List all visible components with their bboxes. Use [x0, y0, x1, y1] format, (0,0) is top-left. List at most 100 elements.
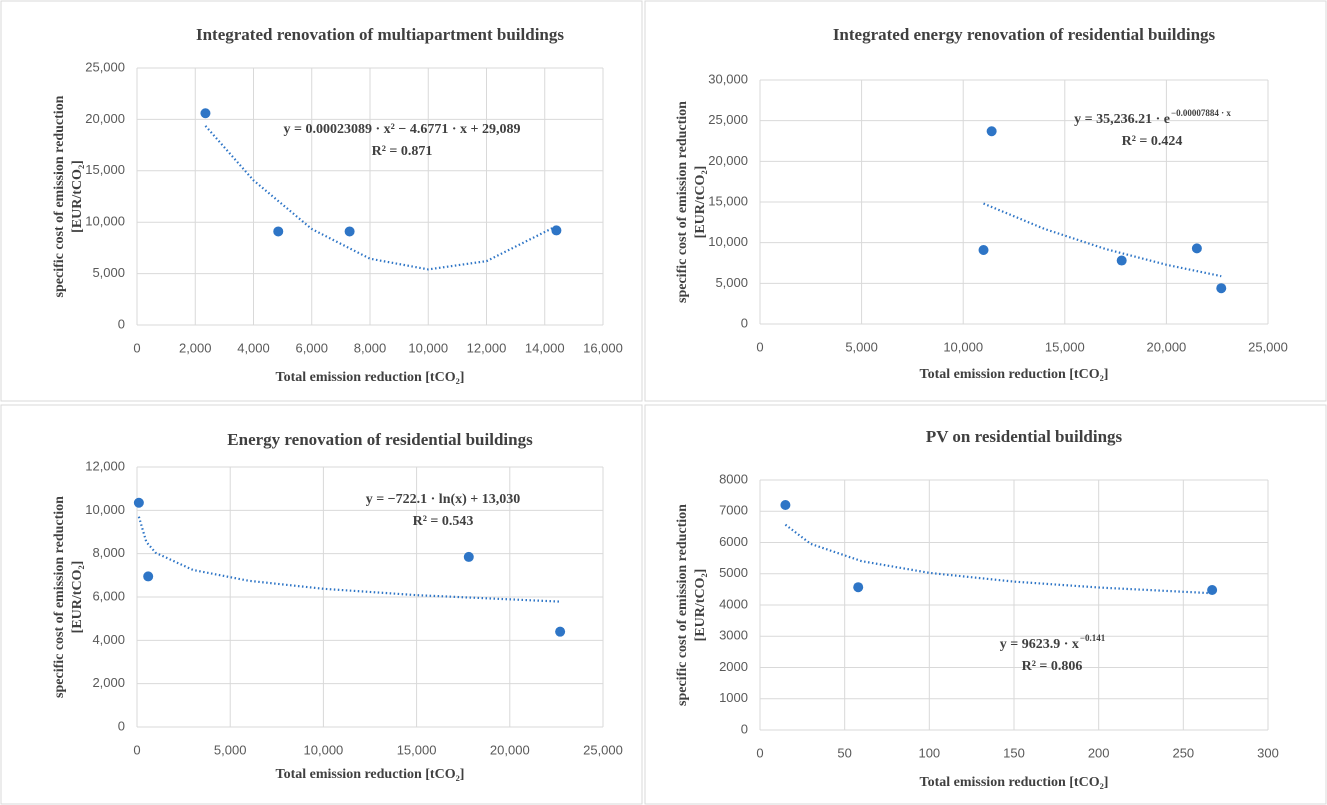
- chart-panel: 0 5,000 10,000 15,000 20,000 25,000 0 2,000 4,00…: [0, 0, 643, 402]
- y-tick-label: 10,000: [85, 214, 125, 229]
- x-tick-label: 6,000: [295, 340, 328, 355]
- y-axis-label: specific cost of emission reduction: [675, 101, 690, 303]
- trend-equation-exponent: −0.00007884 · x: [1171, 108, 1231, 118]
- x-tick-label: 10,000: [408, 340, 448, 355]
- x-tick-label: 100: [918, 745, 940, 760]
- y-tick-label: 5,000: [92, 265, 125, 280]
- y-tick-label: 10,000: [85, 502, 125, 517]
- y-axis-label: specific cost of emission reduction: [52, 95, 67, 297]
- data-point: [463, 551, 474, 562]
- y-tick-label: 0: [118, 718, 125, 733]
- x-tick-label: 2,000: [179, 340, 212, 355]
- data-point: [1191, 243, 1202, 254]
- y-tick-label: 3000: [719, 628, 748, 643]
- y-tick-label: 0: [118, 316, 125, 331]
- r-squared: R² = 0.806: [1022, 659, 1083, 674]
- x-tick-label: 20,000: [1147, 339, 1187, 354]
- x-tick-label: 150: [1003, 745, 1025, 760]
- y-tick-label: 20,000: [85, 111, 125, 126]
- x-tick-label: 25,000: [1248, 339, 1288, 354]
- x-tick-label: 250: [1172, 745, 1194, 760]
- chart-title: Energy renovation of residential buildin…: [227, 430, 533, 449]
- y-tick-label: 15,000: [708, 193, 748, 208]
- y-tick-label: 4000: [719, 596, 748, 611]
- y-tick-label: 30,000: [708, 71, 748, 86]
- chart-title: Integrated renovation of multiapartment …: [196, 25, 564, 44]
- x-tick-label: 12,000: [467, 340, 507, 355]
- chart-title: PV on residential buildings: [926, 427, 1123, 446]
- data-point: [1116, 255, 1127, 266]
- y-axis-label: [EUR/tCO₂]: [693, 569, 708, 642]
- x-tick-label: 4,000: [237, 340, 270, 355]
- trendline: [784, 523, 1213, 595]
- x-tick-label: 8,000: [354, 340, 387, 355]
- y-tick-label: 0: [741, 721, 748, 736]
- data-point: [200, 108, 211, 119]
- y-axis-label: [EUR/tCO₂]: [70, 561, 85, 634]
- y-tick-label: 6000: [719, 534, 748, 549]
- x-tick-label: 0: [133, 340, 140, 355]
- data-point: [344, 226, 355, 237]
- trend-equation-exponent: −0.141: [1080, 633, 1106, 643]
- x-tick-label: 15,000: [1045, 339, 1085, 354]
- y-tick-label: 20,000: [708, 153, 748, 168]
- panel-border: [644, 404, 1327, 805]
- y-tick-label: 5,000: [715, 275, 748, 290]
- y-tick-label: 4,000: [92, 632, 125, 647]
- x-axis-label: Total emission reduction [tCO₂]: [276, 370, 465, 385]
- y-tick-label: 1000: [719, 690, 748, 705]
- panel-border: [0, 404, 643, 805]
- x-axis-label: Total emission reduction [tCO₂]: [920, 775, 1109, 790]
- x-tick-label: 15,000: [397, 742, 437, 757]
- y-tick-label: 2000: [719, 659, 748, 674]
- y-tick-label: 8,000: [92, 545, 125, 560]
- trendline: [204, 125, 557, 271]
- trendline: [137, 516, 561, 603]
- data-point: [133, 497, 144, 508]
- x-tick-label: 5,000: [845, 339, 878, 354]
- panel-border: [0, 0, 643, 402]
- x-tick-label: 14,000: [525, 340, 565, 355]
- trend-equation: y = 35,236.21 · e: [1074, 112, 1170, 127]
- chart-panel: 0 2,000 4,000 6,000 8,000 10,000 12,000 0 5,000 1…: [0, 404, 643, 805]
- x-tick-label: 50: [837, 745, 851, 760]
- r-squared: R² = 0.424: [1122, 134, 1183, 149]
- y-tick-label: 0: [741, 315, 748, 330]
- trend-equation: y = 9623.9 · x: [1000, 637, 1079, 652]
- x-tick-label: 0: [133, 742, 140, 757]
- y-axis-label: [EUR/tCO₂]: [693, 166, 708, 239]
- y-tick-label: 7000: [719, 503, 748, 518]
- x-axis-label: Total emission reduction [tCO₂]: [276, 767, 465, 782]
- x-tick-label: 0: [756, 339, 763, 354]
- y-tick-label: 15,000: [85, 162, 125, 177]
- y-tick-label: 5000: [719, 565, 748, 580]
- x-tick-label: 10,000: [304, 742, 344, 757]
- x-tick-label: 10,000: [943, 339, 983, 354]
- chart-title: Integrated energy renovation of resident…: [833, 25, 1216, 44]
- x-tick-label: 25,000: [583, 742, 623, 757]
- trend-equation: y = −722.1 · ln(x) + 13,030: [366, 492, 521, 507]
- data-point: [978, 244, 989, 255]
- y-tick-label: 10,000: [708, 234, 748, 249]
- y-axis-label: [EUR/tCO₂]: [70, 160, 85, 233]
- x-axis-label: Total emission reduction [tCO₂]: [920, 367, 1109, 382]
- x-tick-label: 200: [1088, 745, 1110, 760]
- y-tick-label: 6,000: [92, 588, 125, 603]
- y-axis-label: specific cost of emission reduction: [52, 496, 67, 698]
- trendline: [983, 202, 1222, 278]
- data-point: [780, 500, 791, 510]
- y-tick-label: 8000: [719, 471, 748, 486]
- y-tick-label: 2,000: [92, 675, 125, 690]
- data-point: [551, 225, 562, 236]
- y-tick-label: 12,000: [85, 458, 125, 473]
- r-squared: R² = 0.871: [372, 144, 433, 159]
- data-point: [853, 582, 864, 593]
- chart-panel: 0 1000 2000 3000 4000 5000 6000 7000 8000 0 50 100 1…: [644, 404, 1327, 805]
- y-tick-label: 25,000: [85, 59, 125, 74]
- data-point: [143, 571, 154, 582]
- x-tick-label: 0: [756, 745, 763, 760]
- y-axis-label: specific cost of emission reduction: [675, 504, 690, 706]
- data-point: [986, 126, 997, 137]
- x-tick-label: 16,000: [583, 340, 623, 355]
